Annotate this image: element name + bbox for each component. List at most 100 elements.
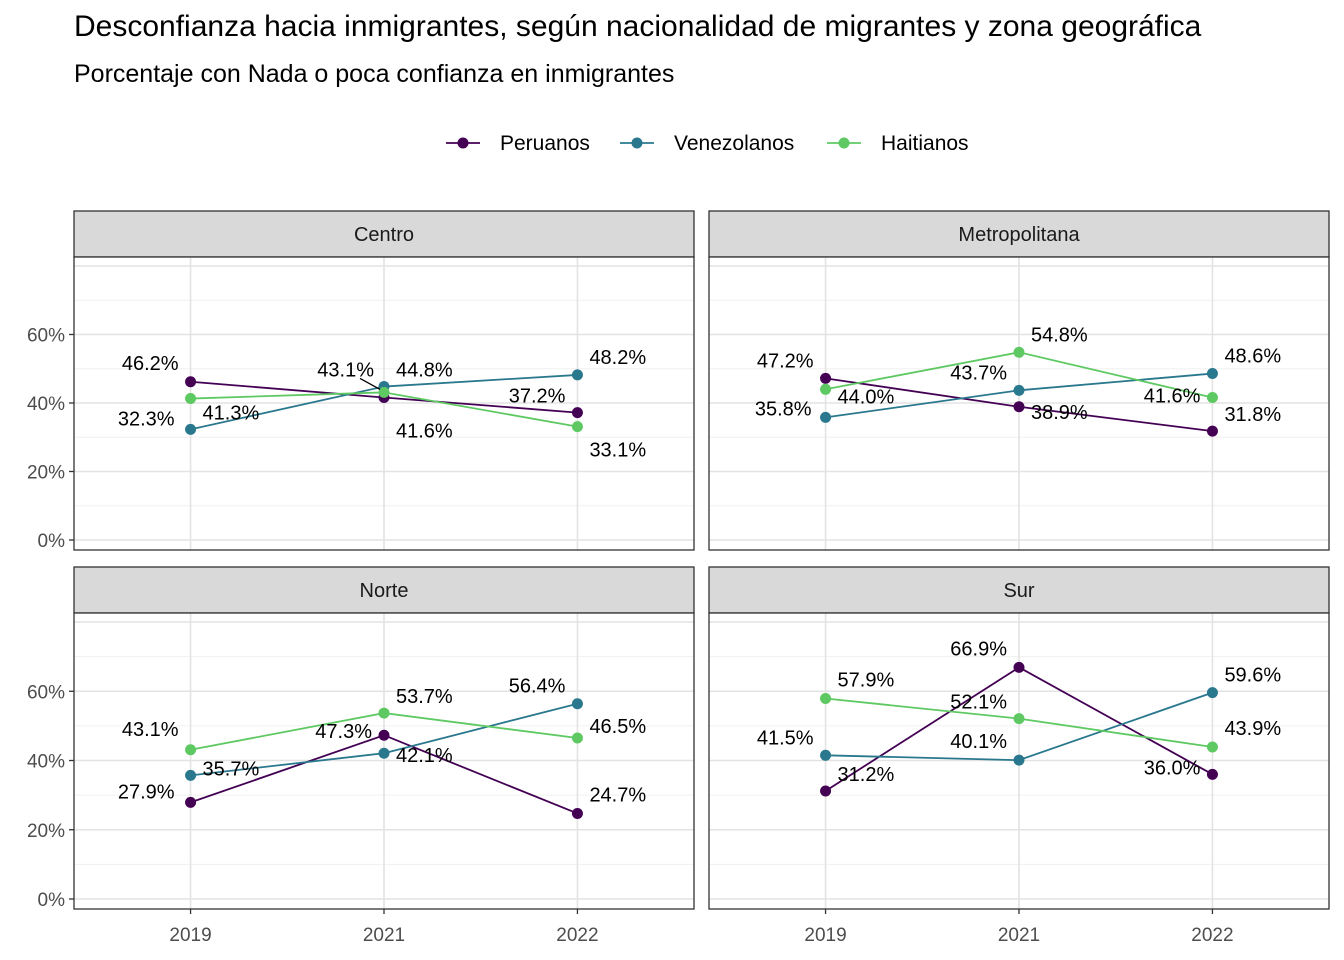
panel-norte: Norte 0% 20% 40% 60% 2019 2021 2022 27.9% 47.3% 24… xyxy=(27,566,695,946)
data-point-peruanos xyxy=(1206,425,1218,437)
x-tick-label: 2021 xyxy=(998,925,1040,946)
legend-label: Haitianos xyxy=(881,132,969,155)
x-tick-label: 2021 xyxy=(363,925,405,946)
panel-border xyxy=(708,256,1330,551)
data-point-haitianos xyxy=(820,383,832,395)
y-tick-label: 60% xyxy=(27,326,65,347)
facet-strip xyxy=(73,566,695,614)
data-point-venezolanos xyxy=(1206,368,1218,380)
facet-strip xyxy=(708,210,1330,258)
y-tick-label: 40% xyxy=(27,394,65,415)
data-label-venezolanos: 48.2% xyxy=(589,347,646,369)
data-point-venezolanos xyxy=(820,749,832,761)
legend-key-point xyxy=(457,137,469,149)
data-label-peruanos: 47.3% xyxy=(315,721,372,743)
data-point-haitianos xyxy=(1013,713,1025,725)
data-point-haitianos xyxy=(378,707,390,719)
panel-border xyxy=(708,612,1330,910)
data-label-peruanos: 41.6% xyxy=(396,421,453,443)
data-point-haitianos xyxy=(1206,741,1218,753)
data-point-peruanos xyxy=(1206,768,1218,780)
data-point-peruanos xyxy=(185,376,197,388)
data-point-venezolanos xyxy=(185,423,197,435)
data-label-venezolanos: 43.7% xyxy=(950,362,1007,384)
x-tick-label: 2022 xyxy=(1191,925,1233,946)
legend-item-peruanos: Peruanos xyxy=(446,132,590,155)
data-point-venezolanos xyxy=(185,769,197,781)
x-tick-label: 2019 xyxy=(169,925,211,946)
panel-centro: Centro 0% 20% 40% 60% 46.2% 41.6% 37.2% 32.3% 44.… xyxy=(27,210,695,552)
data-label-peruanos: 31.8% xyxy=(1224,404,1281,426)
data-point-haitianos xyxy=(378,386,390,398)
data-point-venezolanos xyxy=(1206,687,1218,699)
data-label-venezolanos: 35.8% xyxy=(755,398,812,420)
panel-sur: Sur 2019 2021 2022 31.2% 66.9% 36.0% 41.5% 40.1%… xyxy=(708,566,1330,946)
data-label-peruanos: 31.2% xyxy=(838,764,895,786)
data-point-haitianos xyxy=(820,693,832,705)
data-label-haitianos: 41.6% xyxy=(1144,386,1201,408)
data-label-haitianos: 44.0% xyxy=(838,386,895,408)
data-label-venezolanos: 48.6% xyxy=(1224,346,1281,368)
data-point-haitianos xyxy=(571,421,583,433)
data-label-haitianos: 53.7% xyxy=(396,686,453,708)
label-leader-line xyxy=(359,377,381,390)
y-tick-label: 20% xyxy=(27,463,65,484)
data-label-haitianos: 52.1% xyxy=(950,692,1007,714)
panel-border xyxy=(73,256,695,551)
data-point-venezolanos xyxy=(820,411,832,423)
data-point-haitianos xyxy=(571,732,583,744)
data-label-haitianos: 46.5% xyxy=(589,716,646,738)
data-point-peruanos xyxy=(571,407,583,419)
y-tick-label: 0% xyxy=(38,890,66,911)
data-label-peruanos: 47.2% xyxy=(757,350,814,372)
data-point-haitianos xyxy=(185,393,197,405)
data-label-venezolanos: 32.3% xyxy=(118,408,175,430)
data-label-venezolanos: 44.8% xyxy=(396,360,453,382)
y-tick-label: 0% xyxy=(38,531,66,552)
facet-strip-label: Metropolitana xyxy=(958,224,1080,246)
chart-title: Desconfianza hacia inmigrantes, según na… xyxy=(74,10,1202,43)
data-point-peruanos xyxy=(820,785,832,797)
data-label-venezolanos: 41.5% xyxy=(757,727,814,749)
data-label-haitianos: 41.3% xyxy=(203,403,260,425)
data-point-peruanos xyxy=(820,372,832,384)
data-label-peruanos: 27.9% xyxy=(118,781,175,803)
data-point-haitianos xyxy=(185,744,197,756)
panel-metropolitana: Metropolitana 47.2% 38.9% 31.8% 35.8% 43.7% 48… xyxy=(708,210,1330,551)
data-point-peruanos xyxy=(378,729,390,741)
x-tick-label: 2022 xyxy=(556,925,598,946)
data-label-venezolanos: 35.7% xyxy=(203,758,260,780)
data-point-peruanos xyxy=(1013,401,1025,413)
data-label-peruanos: 37.2% xyxy=(509,386,566,408)
data-label-venezolanos: 42.1% xyxy=(396,745,453,767)
data-point-haitianos xyxy=(1206,392,1218,404)
data-label-peruanos: 24.7% xyxy=(589,784,646,806)
data-label-peruanos: 38.9% xyxy=(1031,402,1088,424)
data-label-haitianos: 33.1% xyxy=(589,440,646,462)
data-label-peruanos: 66.9% xyxy=(950,638,1007,660)
y-tick-label: 20% xyxy=(27,821,65,842)
facet-strip-label: Sur xyxy=(1003,580,1034,602)
data-point-venezolanos xyxy=(1013,754,1025,766)
data-point-venezolanos xyxy=(1013,384,1025,396)
y-tick-label: 60% xyxy=(27,682,65,703)
data-label-haitianos: 43.1% xyxy=(122,719,179,741)
chart-subtitle: Porcentaje con Nada o poca confianza en … xyxy=(74,60,675,88)
legend-item-haitianos: Haitianos xyxy=(827,132,969,155)
data-point-peruanos xyxy=(1013,661,1025,673)
data-label-haitianos: 57.9% xyxy=(838,670,895,692)
legend-key-point xyxy=(838,137,850,149)
data-point-venezolanos xyxy=(571,369,583,381)
y-tick-label: 40% xyxy=(27,752,65,773)
data-label-peruanos: 46.2% xyxy=(122,353,179,375)
legend-key-point xyxy=(631,137,643,149)
data-label-venezolanos: 59.6% xyxy=(1224,665,1281,687)
legend: Peruanos Venezolanos Haitianos xyxy=(446,132,969,155)
data-point-peruanos xyxy=(571,807,583,819)
x-tick-label: 2019 xyxy=(804,925,846,946)
data-label-peruanos: 36.0% xyxy=(1144,757,1201,779)
data-label-venezolanos: 40.1% xyxy=(950,731,1007,753)
data-label-venezolanos: 56.4% xyxy=(509,676,566,698)
data-label-haitianos: 54.8% xyxy=(1031,324,1088,346)
